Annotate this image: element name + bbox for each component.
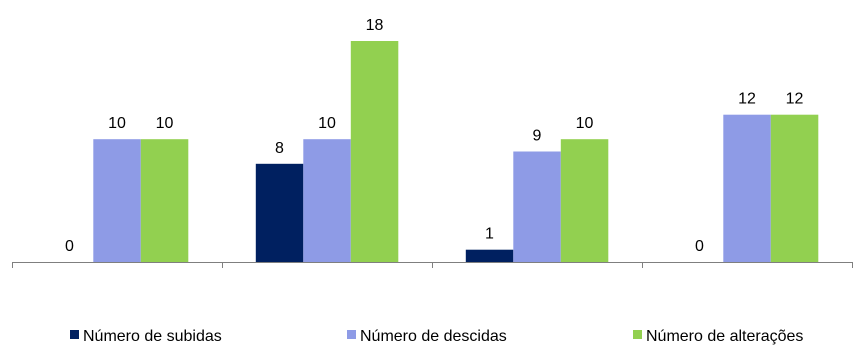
legend-label: Número de alterações: [646, 328, 803, 345]
legend-item-2: Número de descidas: [347, 328, 507, 345]
data-label-series-2-group-2: 10: [318, 115, 336, 132]
data-label-series-3-group-4: 12: [786, 91, 804, 108]
bar-series-3-group-1: [140, 139, 189, 262]
data-label-series-1-group-2: 8: [275, 140, 284, 157]
data-label-series-3-group-2: 18: [366, 17, 384, 34]
data-label-series-3-group-3: 10: [576, 115, 594, 132]
data-label-series-2-group-4: 12: [738, 91, 756, 108]
bar-series-3-group-3: [560, 139, 609, 262]
legend-label: Número de subidas: [83, 328, 222, 345]
legend-swatch: [70, 330, 79, 339]
legend-item-3: Número de alterações: [633, 328, 803, 345]
bars-layer: [93, 41, 819, 262]
x-axis: [12, 262, 853, 268]
bar-series-3-group-2: [350, 41, 399, 262]
data-label-series-1-group-1: 0: [65, 238, 74, 255]
data-label-series-3-group-1: 10: [156, 115, 174, 132]
bar-series-2-group-4: [723, 114, 771, 262]
data-label-series-1-group-3: 1: [485, 226, 494, 243]
bar-series-1-group-2: [255, 163, 304, 262]
bar-series-2-group-3: [513, 151, 561, 262]
legend-swatch: [347, 330, 356, 339]
bar-series-3-group-4: [770, 114, 819, 262]
legend-label: Número de descidas: [360, 328, 507, 345]
legend-swatch: [633, 330, 642, 339]
legend: Número de subidas Número de descidas Númer…: [70, 328, 803, 345]
bar-series-2-group-1: [93, 139, 141, 262]
data-label-series-2-group-1: 10: [108, 115, 126, 132]
bar-series-2-group-2: [303, 139, 351, 262]
bar-series-1-group-3: [465, 249, 514, 262]
data-label-series-1-group-4: 0: [695, 238, 704, 255]
data-label-series-2-group-3: 9: [533, 128, 542, 145]
legend-item-1: Número de subidas: [70, 328, 222, 345]
